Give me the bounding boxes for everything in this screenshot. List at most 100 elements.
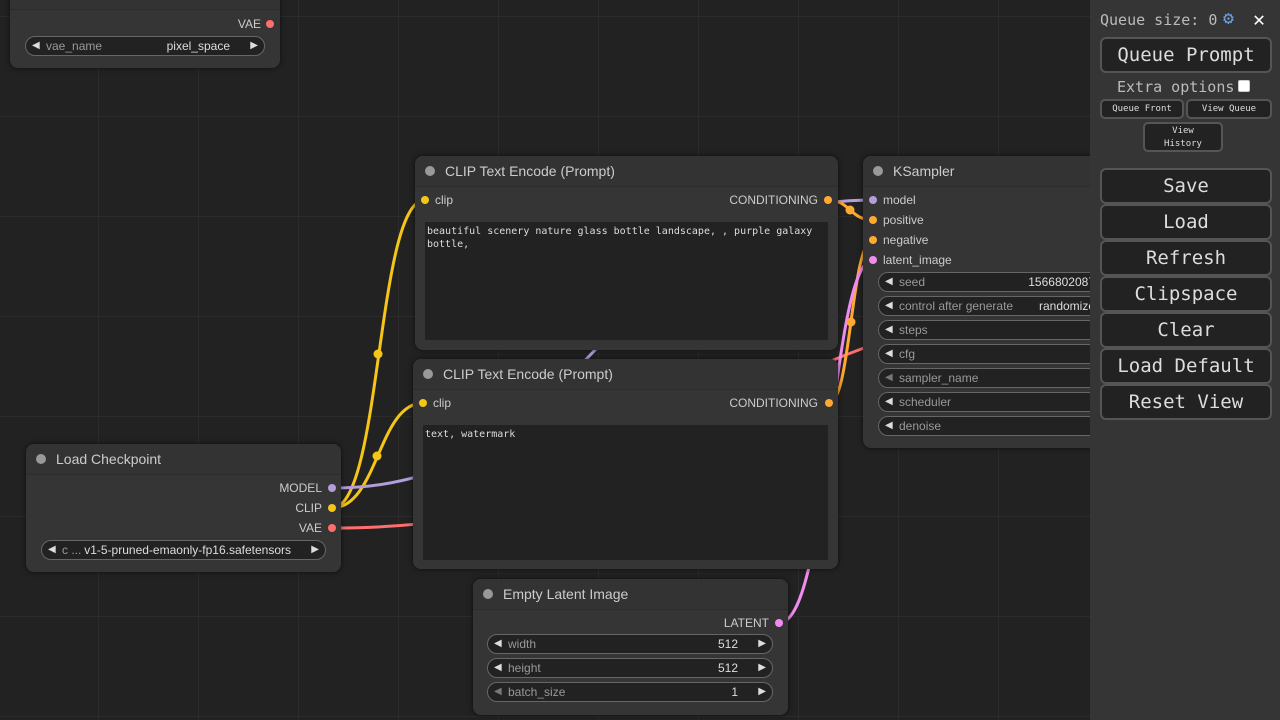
output-label: VAE: [298, 521, 322, 535]
widget-name: seed: [899, 275, 926, 289]
widget-value: 512: [717, 637, 738, 651]
input-dot: [869, 236, 877, 244]
link-center: [373, 349, 383, 359]
output-label: CLIP: [295, 501, 322, 515]
menu-button[interactable]: Refresh: [1100, 240, 1272, 276]
widget-value: randomize: [1038, 299, 1095, 313]
widget-name: sampler_name: [899, 371, 979, 385]
extra-options-checkbox[interactable]: [1238, 80, 1250, 92]
node-title: KSampler: [863, 156, 1123, 187]
input-dot: [419, 399, 427, 407]
menu-button[interactable]: Load Default: [1100, 348, 1272, 384]
output-label: MODEL: [279, 481, 322, 495]
output-dot: [328, 504, 336, 512]
widget[interactable]: ◀sampler_name▶: [878, 368, 1130, 388]
output-dot: [266, 20, 274, 28]
input-dot: [869, 256, 877, 264]
input-dot: [421, 196, 429, 204]
widget-name: batch_size: [508, 685, 566, 699]
widget[interactable]: ◀ c ... v1-5-pruned-emaonly-fp16.safetenso…: [41, 540, 326, 560]
input-label: positive: [883, 213, 924, 227]
arrow: ◀: [885, 420, 893, 431]
output-dot: [328, 524, 336, 532]
widget-value: 1566802087: [1028, 275, 1095, 289]
widget[interactable]: ◀ height 512 ▶: [487, 658, 773, 678]
widget[interactable]: ◀ batch_size 1 ▶: [487, 682, 773, 702]
input-label: clip: [435, 193, 454, 207]
widget-value: pixel_space: [166, 39, 230, 53]
input-dot: [869, 196, 877, 204]
view-history-button[interactable]: View History: [1143, 122, 1223, 152]
empty-latent-node[interactable]: Empty Latent Image LATENT ◀ width 512 ▶ ◀ hei…: [473, 579, 788, 715]
arrow: ◀: [494, 662, 502, 673]
output-dot: [328, 484, 336, 492]
widget-name: c ...: [62, 543, 82, 557]
input-label: latent_image: [883, 253, 952, 267]
menu-button[interactable]: Clear: [1100, 312, 1272, 348]
vae-node[interactable]: VAE ◀ vae_name pixel_space ▶: [10, 0, 280, 68]
menu-button[interactable]: Reset View: [1100, 384, 1272, 420]
widget-name: width: [508, 637, 537, 651]
arrow: ◀: [885, 396, 893, 407]
output-label: CONDITIONING: [729, 396, 818, 410]
view-queue-button[interactable]: View Queue: [1186, 99, 1272, 119]
input-dot: [869, 216, 877, 224]
node-title: CLIP Text Encode (Prompt): [413, 359, 838, 390]
arrow: ▶: [758, 662, 766, 673]
button-label: View History: [1164, 126, 1202, 149]
menu-panel: Queue size: 0 ⚙ ✕ Queue Prompt Extra opt…: [1090, 0, 1280, 720]
widget-value: v1-5-pruned-emaonly-fp16.safetensors: [84, 543, 291, 557]
node-title: Empty Latent Image: [473, 579, 788, 610]
input-label: model: [883, 193, 916, 207]
arrow: ◀: [885, 300, 893, 311]
input-label: negative: [883, 233, 929, 247]
prompt-textarea[interactable]: text, watermark: [423, 425, 828, 560]
clip-text-encode-node[interactable]: CLIP Text Encode (Prompt) clip CONDITION…: [413, 359, 838, 569]
menu-button[interactable]: Load: [1100, 204, 1272, 240]
output-dot: [824, 196, 832, 204]
queue-size: Queue size: 0: [1100, 11, 1218, 29]
arrow: ▶: [758, 638, 766, 649]
widget[interactable]: ◀steps▶: [878, 320, 1130, 340]
extra-options-label: Extra options: [1117, 78, 1235, 96]
node-title: [10, 0, 280, 10]
node-title: CLIP Text Encode (Prompt): [415, 156, 838, 187]
widget-value: 512: [717, 661, 738, 675]
clip-text-encode-node[interactable]: CLIP Text Encode (Prompt) clip CONDITION…: [415, 156, 838, 350]
input-label: clip: [433, 396, 452, 410]
output-label: LATENT: [723, 616, 769, 630]
arrow: ◀: [885, 324, 893, 335]
output-dot: [825, 399, 833, 407]
arrow: ◀: [885, 372, 893, 383]
widget[interactable]: ◀ width 512 ▶: [487, 634, 773, 654]
queue-front-button[interactable]: Queue Front: [1100, 99, 1184, 119]
output-dot: [775, 619, 783, 627]
widget-name: steps: [899, 323, 928, 337]
menu-button[interactable]: Clipspace: [1100, 276, 1272, 312]
widget[interactable]: ◀scheduler▶: [878, 392, 1130, 412]
widget-name: denoise: [899, 419, 942, 433]
widget[interactable]: ◀ vae_name pixel_space ▶: [25, 36, 265, 56]
queue-prompt-button[interactable]: Queue Prompt: [1100, 37, 1272, 73]
widget-name: scheduler: [899, 395, 952, 409]
ksampler-node[interactable]: KSampler model positive negative latent_ima…: [863, 156, 1130, 448]
menu-button[interactable]: Save: [1100, 168, 1272, 204]
widget-name: cfg: [899, 347, 916, 361]
widget[interactable]: ◀cfg▶: [878, 344, 1130, 364]
close-icon[interactable]: ✕: [1253, 7, 1266, 31]
load-checkpoint-node[interactable]: Load Checkpoint MODEL CLIP VAE ◀ c ... v1-…: [26, 444, 341, 572]
widget-name: vae_name: [46, 39, 103, 53]
widget-name: control after generate: [899, 299, 1014, 313]
arrow: ◀: [885, 348, 893, 359]
widget[interactable]: ◀denoise▶: [878, 416, 1130, 436]
output-label: VAE: [237, 17, 261, 31]
arrow: ▶: [758, 686, 766, 697]
link-center: [372, 451, 382, 461]
node-title: Load Checkpoint: [26, 444, 341, 475]
widget-value: 1: [731, 685, 738, 699]
link-center: [846, 317, 856, 327]
settings-icon[interactable]: ⚙: [1223, 8, 1234, 29]
prompt-textarea[interactable]: beautiful scenery nature glass bottle la…: [425, 222, 828, 340]
